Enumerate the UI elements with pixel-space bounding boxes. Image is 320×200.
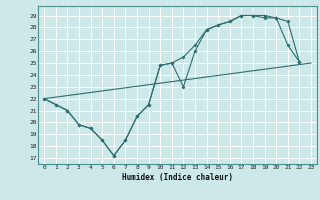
X-axis label: Humidex (Indice chaleur): Humidex (Indice chaleur): [122, 173, 233, 182]
